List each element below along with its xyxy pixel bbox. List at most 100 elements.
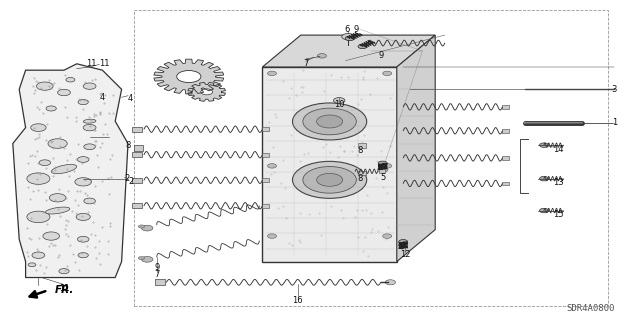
Circle shape [66, 78, 75, 82]
Circle shape [317, 115, 342, 128]
Text: 4: 4 [99, 93, 104, 102]
Circle shape [345, 36, 354, 41]
Circle shape [399, 240, 408, 244]
Circle shape [27, 211, 50, 223]
Circle shape [317, 174, 342, 186]
Bar [134, 10, 608, 306]
Circle shape [28, 263, 36, 267]
Circle shape [78, 253, 88, 258]
Polygon shape [188, 83, 225, 101]
Bar [502, 129, 509, 133]
Circle shape [76, 213, 90, 220]
Bar [262, 178, 269, 182]
Polygon shape [397, 35, 435, 262]
Circle shape [383, 234, 392, 238]
Circle shape [268, 234, 276, 238]
Bar [502, 105, 509, 109]
Circle shape [31, 124, 46, 131]
Circle shape [39, 160, 51, 166]
Bar [358, 143, 366, 148]
Circle shape [383, 164, 392, 168]
Text: 2: 2 [125, 174, 130, 183]
Bar [358, 171, 366, 175]
Text: 9: 9 [154, 263, 159, 272]
Bar [132, 203, 142, 208]
Text: 14: 14 [553, 145, 563, 154]
Circle shape [43, 232, 60, 240]
Circle shape [59, 269, 69, 274]
Circle shape [303, 167, 356, 193]
Circle shape [75, 178, 92, 186]
Text: 9: 9 [353, 25, 358, 34]
Text: 8: 8 [358, 146, 363, 155]
Polygon shape [262, 35, 435, 67]
Ellipse shape [83, 119, 96, 123]
Circle shape [540, 208, 548, 213]
Text: 9: 9 [378, 51, 383, 60]
Text: 16: 16 [292, 296, 303, 305]
Circle shape [141, 225, 153, 231]
Bar [262, 204, 269, 208]
Circle shape [83, 83, 96, 89]
Circle shape [268, 164, 276, 168]
Text: 15: 15 [553, 210, 563, 219]
Text: 7: 7 [303, 59, 308, 68]
Bar [155, 279, 165, 285]
Polygon shape [262, 67, 397, 262]
Ellipse shape [45, 207, 70, 214]
Circle shape [333, 98, 345, 103]
Bar [132, 152, 142, 157]
Bar [132, 178, 142, 183]
Circle shape [292, 103, 367, 140]
Text: FR.: FR. [54, 285, 74, 295]
Circle shape [540, 176, 548, 181]
Circle shape [138, 256, 145, 260]
Text: 5: 5 [380, 173, 385, 182]
Circle shape [317, 54, 326, 58]
Circle shape [58, 89, 70, 96]
Text: 3: 3 [612, 85, 617, 94]
Text: 11: 11 [59, 284, 69, 293]
Circle shape [342, 33, 355, 40]
Circle shape [49, 194, 66, 202]
Text: 11: 11 [86, 59, 97, 68]
Bar [379, 169, 385, 173]
Circle shape [48, 139, 67, 148]
Circle shape [358, 44, 367, 49]
Circle shape [84, 198, 95, 204]
Polygon shape [13, 64, 128, 278]
Circle shape [303, 108, 356, 135]
Text: 1: 1 [612, 118, 617, 127]
Circle shape [84, 144, 95, 150]
Circle shape [201, 89, 212, 95]
Circle shape [383, 71, 392, 76]
Circle shape [378, 161, 387, 166]
Bar [134, 145, 143, 151]
Bar [502, 182, 509, 185]
Ellipse shape [51, 164, 77, 174]
Circle shape [385, 280, 396, 285]
Text: 12: 12 [400, 250, 410, 259]
Circle shape [27, 173, 50, 184]
Text: 4: 4 [128, 94, 133, 103]
Text: 2: 2 [128, 177, 133, 186]
Bar [262, 153, 269, 157]
Text: 8: 8 [358, 174, 363, 183]
Circle shape [78, 100, 88, 105]
Bar [502, 156, 509, 160]
Bar [262, 127, 269, 131]
Circle shape [378, 167, 388, 172]
Text: SDR4A0800: SDR4A0800 [566, 304, 614, 313]
Text: 11: 11 [99, 59, 109, 68]
Circle shape [268, 71, 276, 76]
Circle shape [141, 256, 153, 262]
Text: 11: 11 [59, 284, 69, 293]
Circle shape [177, 70, 201, 83]
Circle shape [32, 252, 45, 258]
Circle shape [36, 82, 53, 90]
Text: 7: 7 [154, 270, 159, 279]
Circle shape [138, 225, 145, 228]
Polygon shape [154, 59, 223, 94]
Circle shape [540, 143, 548, 147]
Text: 10: 10 [334, 100, 344, 109]
